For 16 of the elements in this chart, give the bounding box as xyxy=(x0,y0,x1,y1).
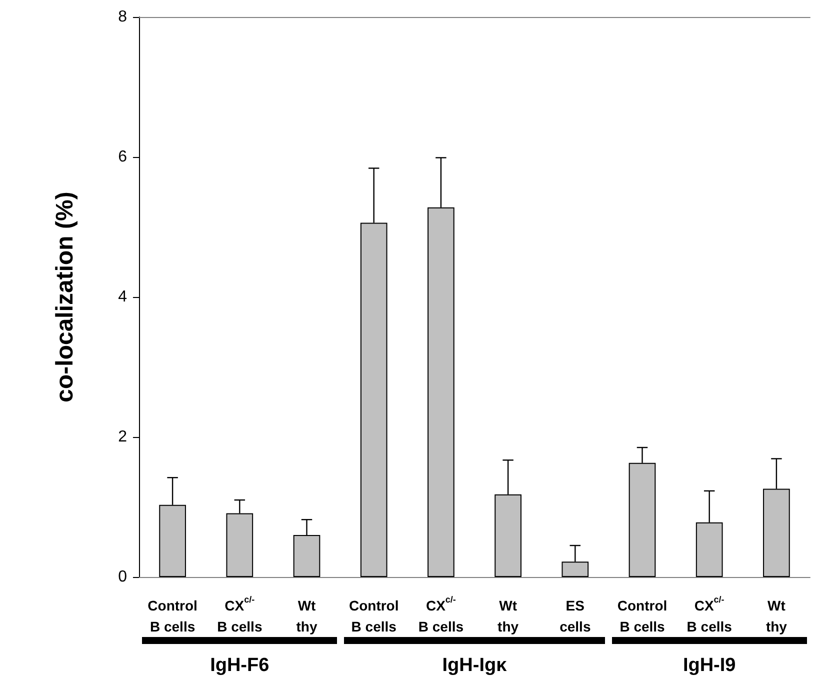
x-tick-label: Control B cells xyxy=(617,598,668,634)
x-tick-label: Wt thy xyxy=(296,598,318,634)
x-tick-label: Control B cells xyxy=(348,598,399,634)
x-tick-label: Wt thy xyxy=(498,598,519,634)
y-tick-label: 0 xyxy=(118,568,128,586)
x-tick-label: Control B cells xyxy=(148,598,198,634)
y-tick-label: 6 xyxy=(118,148,128,166)
y-tick-label: 4 xyxy=(118,288,128,306)
text: IgH-F6 xyxy=(209,655,270,677)
y-tick-label: 8 xyxy=(118,8,128,26)
x-tick-label: ES cells xyxy=(560,598,591,634)
text: IgH-Igκ xyxy=(441,655,508,677)
y-axis-title: co-localization (%) xyxy=(52,192,78,402)
text: IgH-I9 xyxy=(682,655,737,677)
x-tick-label: Wt thy xyxy=(766,598,788,634)
y-tick-label: 2 xyxy=(118,428,128,446)
